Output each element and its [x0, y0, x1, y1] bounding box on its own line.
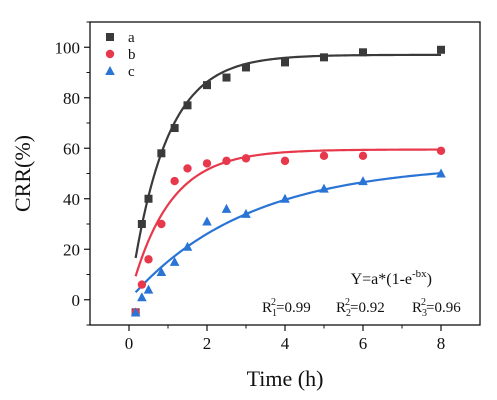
- r-squared-1: R12=0.99: [262, 297, 311, 319]
- fit-equation: Y=a*(1-e-bx): [351, 268, 432, 288]
- data-point-c: [130, 307, 141, 317]
- data-point-c: [182, 241, 193, 251]
- data-point-c: [436, 168, 446, 178]
- data-point-a: [203, 81, 211, 90]
- data-point-c: [241, 208, 251, 218]
- legend-label-c: c: [128, 64, 135, 80]
- fit-curve-b: [134, 148, 442, 277]
- data-point-a: [183, 101, 192, 110]
- data-point-b: [436, 146, 446, 155]
- data-point-a: [359, 48, 367, 57]
- r-squared-3: R32=0.96: [412, 297, 461, 319]
- x-tick-label: 6: [359, 334, 368, 353]
- data-point-b: [222, 156, 231, 166]
- x-tick-label: 2: [203, 334, 212, 353]
- data-point-c: [221, 203, 232, 213]
- data-point-b: [202, 159, 212, 168]
- y-tick-label: 0: [72, 291, 81, 310]
- data-point-b: [280, 156, 290, 166]
- data-point-a: [437, 45, 445, 54]
- data-point-a: [242, 63, 250, 72]
- y-tick-label: 40: [63, 190, 80, 209]
- data-point-a: [144, 194, 153, 203]
- legend: abc: [105, 30, 136, 80]
- data-point-b: [319, 151, 329, 161]
- data-point-a: [281, 58, 289, 67]
- data-point-a: [222, 73, 231, 82]
- x-axis-label: Time (h): [247, 366, 324, 391]
- data-point-c: [156, 266, 167, 276]
- fit-equation-exponent: -bx: [412, 268, 427, 280]
- legend-label-b: b: [128, 47, 136, 63]
- data-point-b: [358, 151, 368, 161]
- r-squared-values: R12=0.99 R22=0.92 R32=0.96: [262, 297, 461, 319]
- y-axis-label: CRR(%): [10, 135, 35, 212]
- data-point-c: [202, 216, 212, 226]
- legend-marker-b: [105, 49, 115, 59]
- data-point-b: [170, 176, 179, 186]
- data-point-b: [144, 255, 153, 264]
- y-tick-label: 20: [63, 240, 80, 259]
- data-point-c: [280, 193, 290, 203]
- data-point-a: [170, 124, 179, 133]
- data-point-b: [137, 280, 147, 289]
- y-tick-label: 80: [63, 89, 80, 108]
- fit-curve-a: [134, 53, 441, 259]
- data-point-b: [241, 154, 251, 163]
- data-point-a: [157, 149, 166, 158]
- fit-curves: [134, 53, 442, 294]
- data-point-c: [143, 284, 154, 294]
- fit-equation-suffix: ): [427, 271, 432, 288]
- data-point-b: [183, 164, 192, 173]
- y-tick-label: 60: [63, 139, 80, 158]
- data-point-b: [157, 219, 166, 229]
- data-point-c: [169, 256, 180, 266]
- data-point-c: [319, 183, 329, 193]
- x-tick-label: 0: [125, 334, 134, 353]
- legend-marker-a: [106, 33, 114, 41]
- data-points: [130, 45, 446, 317]
- y-tick-label: 100: [55, 38, 81, 57]
- fit-equation-prefix: Y=a*(1-e: [351, 271, 412, 288]
- x-tick-label: 8: [437, 334, 446, 353]
- x-tick-label: 4: [281, 334, 290, 353]
- r-squared-2: R22=0.92: [336, 297, 385, 319]
- data-point-a: [137, 220, 146, 228]
- legend-label-a: a: [128, 30, 135, 46]
- data-point-c: [137, 292, 147, 302]
- data-point-a: [320, 53, 328, 62]
- legend-marker-c: [105, 66, 115, 75]
- data-point-c: [358, 176, 368, 186]
